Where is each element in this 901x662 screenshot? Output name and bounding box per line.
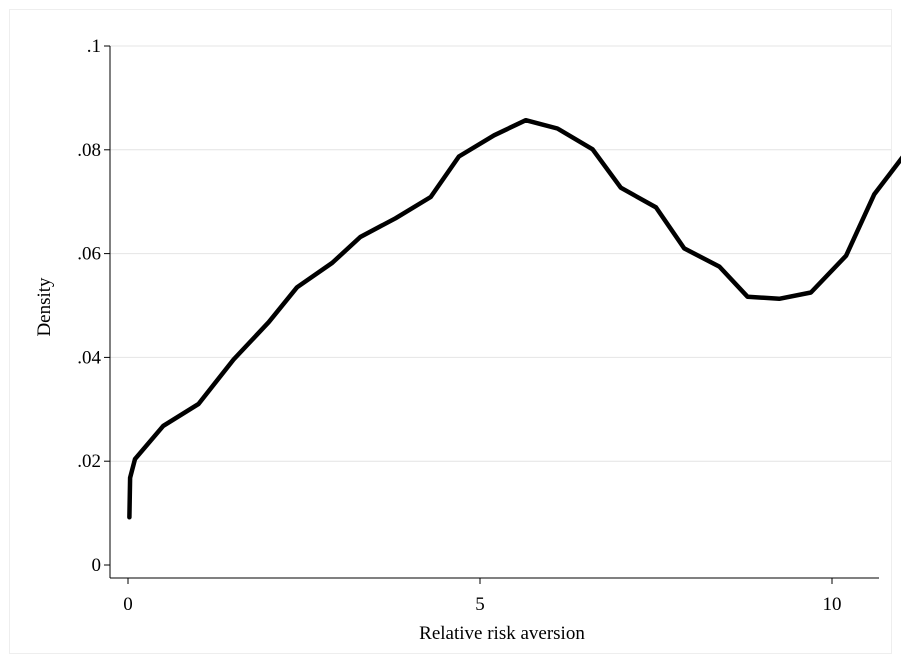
- gridlines: [110, 45, 891, 462]
- y-tick-label: .06: [77, 244, 101, 265]
- x-tick-label: 5: [475, 594, 485, 615]
- y-axis-label: Density: [34, 277, 55, 337]
- y-tick-label: .08: [77, 140, 101, 161]
- plot-area: [127, 117, 901, 520]
- y-tick-label: .1: [87, 36, 101, 57]
- y-tick-label: .04: [77, 347, 101, 368]
- axes: 0.02.04.06.08.105101520: [77, 36, 879, 615]
- x-axis-label: Relative risk aversion: [419, 623, 585, 644]
- density-curve: [127, 117, 901, 520]
- x-tick-label: 0: [123, 594, 133, 615]
- x-tick-label: 10: [823, 594, 842, 615]
- chart-frame: [9, 9, 892, 654]
- y-tick-label: .02: [77, 451, 101, 472]
- y-tick-label: 0: [92, 555, 102, 576]
